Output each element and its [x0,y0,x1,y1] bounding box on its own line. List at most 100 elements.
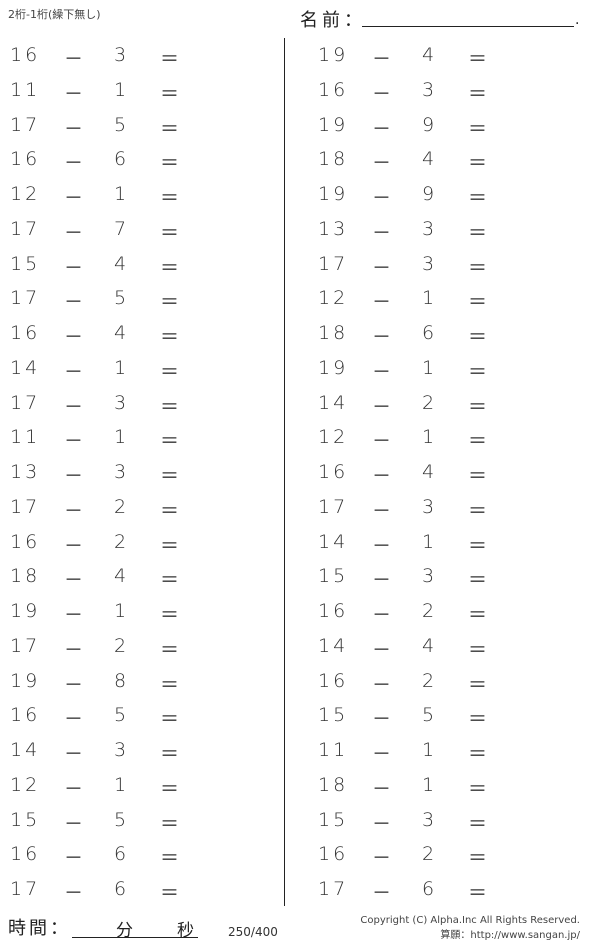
minuend: 15 [318,704,349,727]
minus-sign: － [64,291,84,314]
subtrahend: 5 [114,287,127,310]
minus-sign: － [64,534,84,557]
equals-sign: ＝ [468,291,488,314]
minus-sign: － [372,569,392,592]
equals-sign: ＝ [468,534,488,557]
equals-sign: ＝ [468,812,488,835]
minuend: 18 [10,565,41,588]
minuend: 17 [318,495,349,518]
minus-sign: － [372,743,392,765]
minuend: 17 [318,878,349,900]
subtrahend: 1 [422,530,435,553]
minus-sign: － [64,499,84,522]
minuend: 17 [10,287,41,310]
subtrahend: 4 [114,565,127,588]
equals-sign: ＝ [468,499,488,522]
minus-sign: － [372,812,392,835]
minus-sign: － [64,604,84,626]
subtrahend: 6 [114,878,127,900]
minuend: 19 [318,183,349,205]
equals-sign: ＝ [160,326,180,348]
minus-sign: － [372,82,392,105]
subtrahend: 4 [422,148,435,171]
subtrahend: 6 [114,843,127,866]
subtrahend: 2 [114,495,127,518]
minus-sign: － [64,82,84,105]
minuend: 13 [318,217,349,240]
minuend: 16 [10,843,41,866]
equals-sign: ＝ [160,534,180,557]
minuend: 16 [10,44,41,66]
minuend: 14 [318,634,349,657]
minuend: 14 [318,391,349,414]
minus-sign: － [372,777,392,800]
minuend: 13 [10,461,41,483]
equals-sign: ＝ [160,48,180,70]
minuend: 16 [10,704,41,727]
minuend: 14 [10,739,41,761]
subtrahend: 2 [422,600,435,622]
subtrahend: 2 [114,634,127,657]
subtrahend: 1 [114,78,127,101]
subtrahend: 4 [422,461,435,483]
minuend: 19 [318,356,349,379]
minus-sign: － [372,465,392,487]
minus-sign: － [372,847,392,870]
minus-sign: － [64,48,84,70]
minuend: 16 [318,600,349,622]
minuend: 19 [318,113,349,136]
minus-sign: － [372,221,392,244]
minus-sign: － [64,395,84,418]
subtrahend: 5 [114,704,127,727]
minus-sign: － [372,638,392,661]
equals-sign: ＝ [468,82,488,105]
equals-sign: ＝ [160,882,180,904]
equals-sign: ＝ [160,499,180,522]
subtrahend: 2 [114,530,127,553]
equals-sign: ＝ [160,708,180,731]
subtrahend: 1 [114,426,127,449]
minus-sign: － [372,499,392,522]
minus-sign: － [372,117,392,140]
equals-sign: ＝ [468,777,488,800]
minutes-label: 分 [116,921,133,941]
subtrahend: 1 [422,773,435,796]
equals-sign: ＝ [468,360,488,383]
minuend: 18 [318,148,349,171]
minuend: 16 [318,461,349,483]
subtrahend: 3 [114,461,127,483]
minuend: 16 [10,322,41,344]
minuend: 17 [10,634,41,657]
equals-sign: ＝ [160,395,180,418]
equals-sign: ＝ [468,465,488,487]
minuend: 15 [10,808,41,831]
equals-sign: ＝ [468,256,488,279]
minuend: 19 [10,600,41,622]
minuend: 12 [10,183,41,205]
subtrahend: 3 [422,78,435,101]
minus-sign: － [64,777,84,800]
minus-sign: － [64,187,84,209]
minuend: 15 [318,565,349,588]
equals-sign: ＝ [468,743,488,765]
subtrahend: 1 [114,600,127,622]
minus-sign: － [372,291,392,314]
column-divider [284,38,285,906]
minuend: 16 [10,530,41,553]
subtrahend: 5 [422,704,435,727]
equals-sign: ＝ [160,673,180,696]
name-field-line [362,26,574,27]
equals-sign: ＝ [160,82,180,105]
minuend: 16 [10,148,41,171]
equals-sign: ＝ [468,221,488,244]
minuend: 11 [318,739,349,761]
minus-sign: － [372,256,392,279]
subtrahend: 1 [422,739,435,761]
time-label: 時間： [8,918,71,939]
minus-sign: － [64,326,84,348]
equals-sign: ＝ [160,465,180,487]
minus-sign: － [372,152,392,175]
name-dot: . [575,12,580,28]
minus-sign: － [64,569,84,592]
minus-sign: － [372,395,392,418]
